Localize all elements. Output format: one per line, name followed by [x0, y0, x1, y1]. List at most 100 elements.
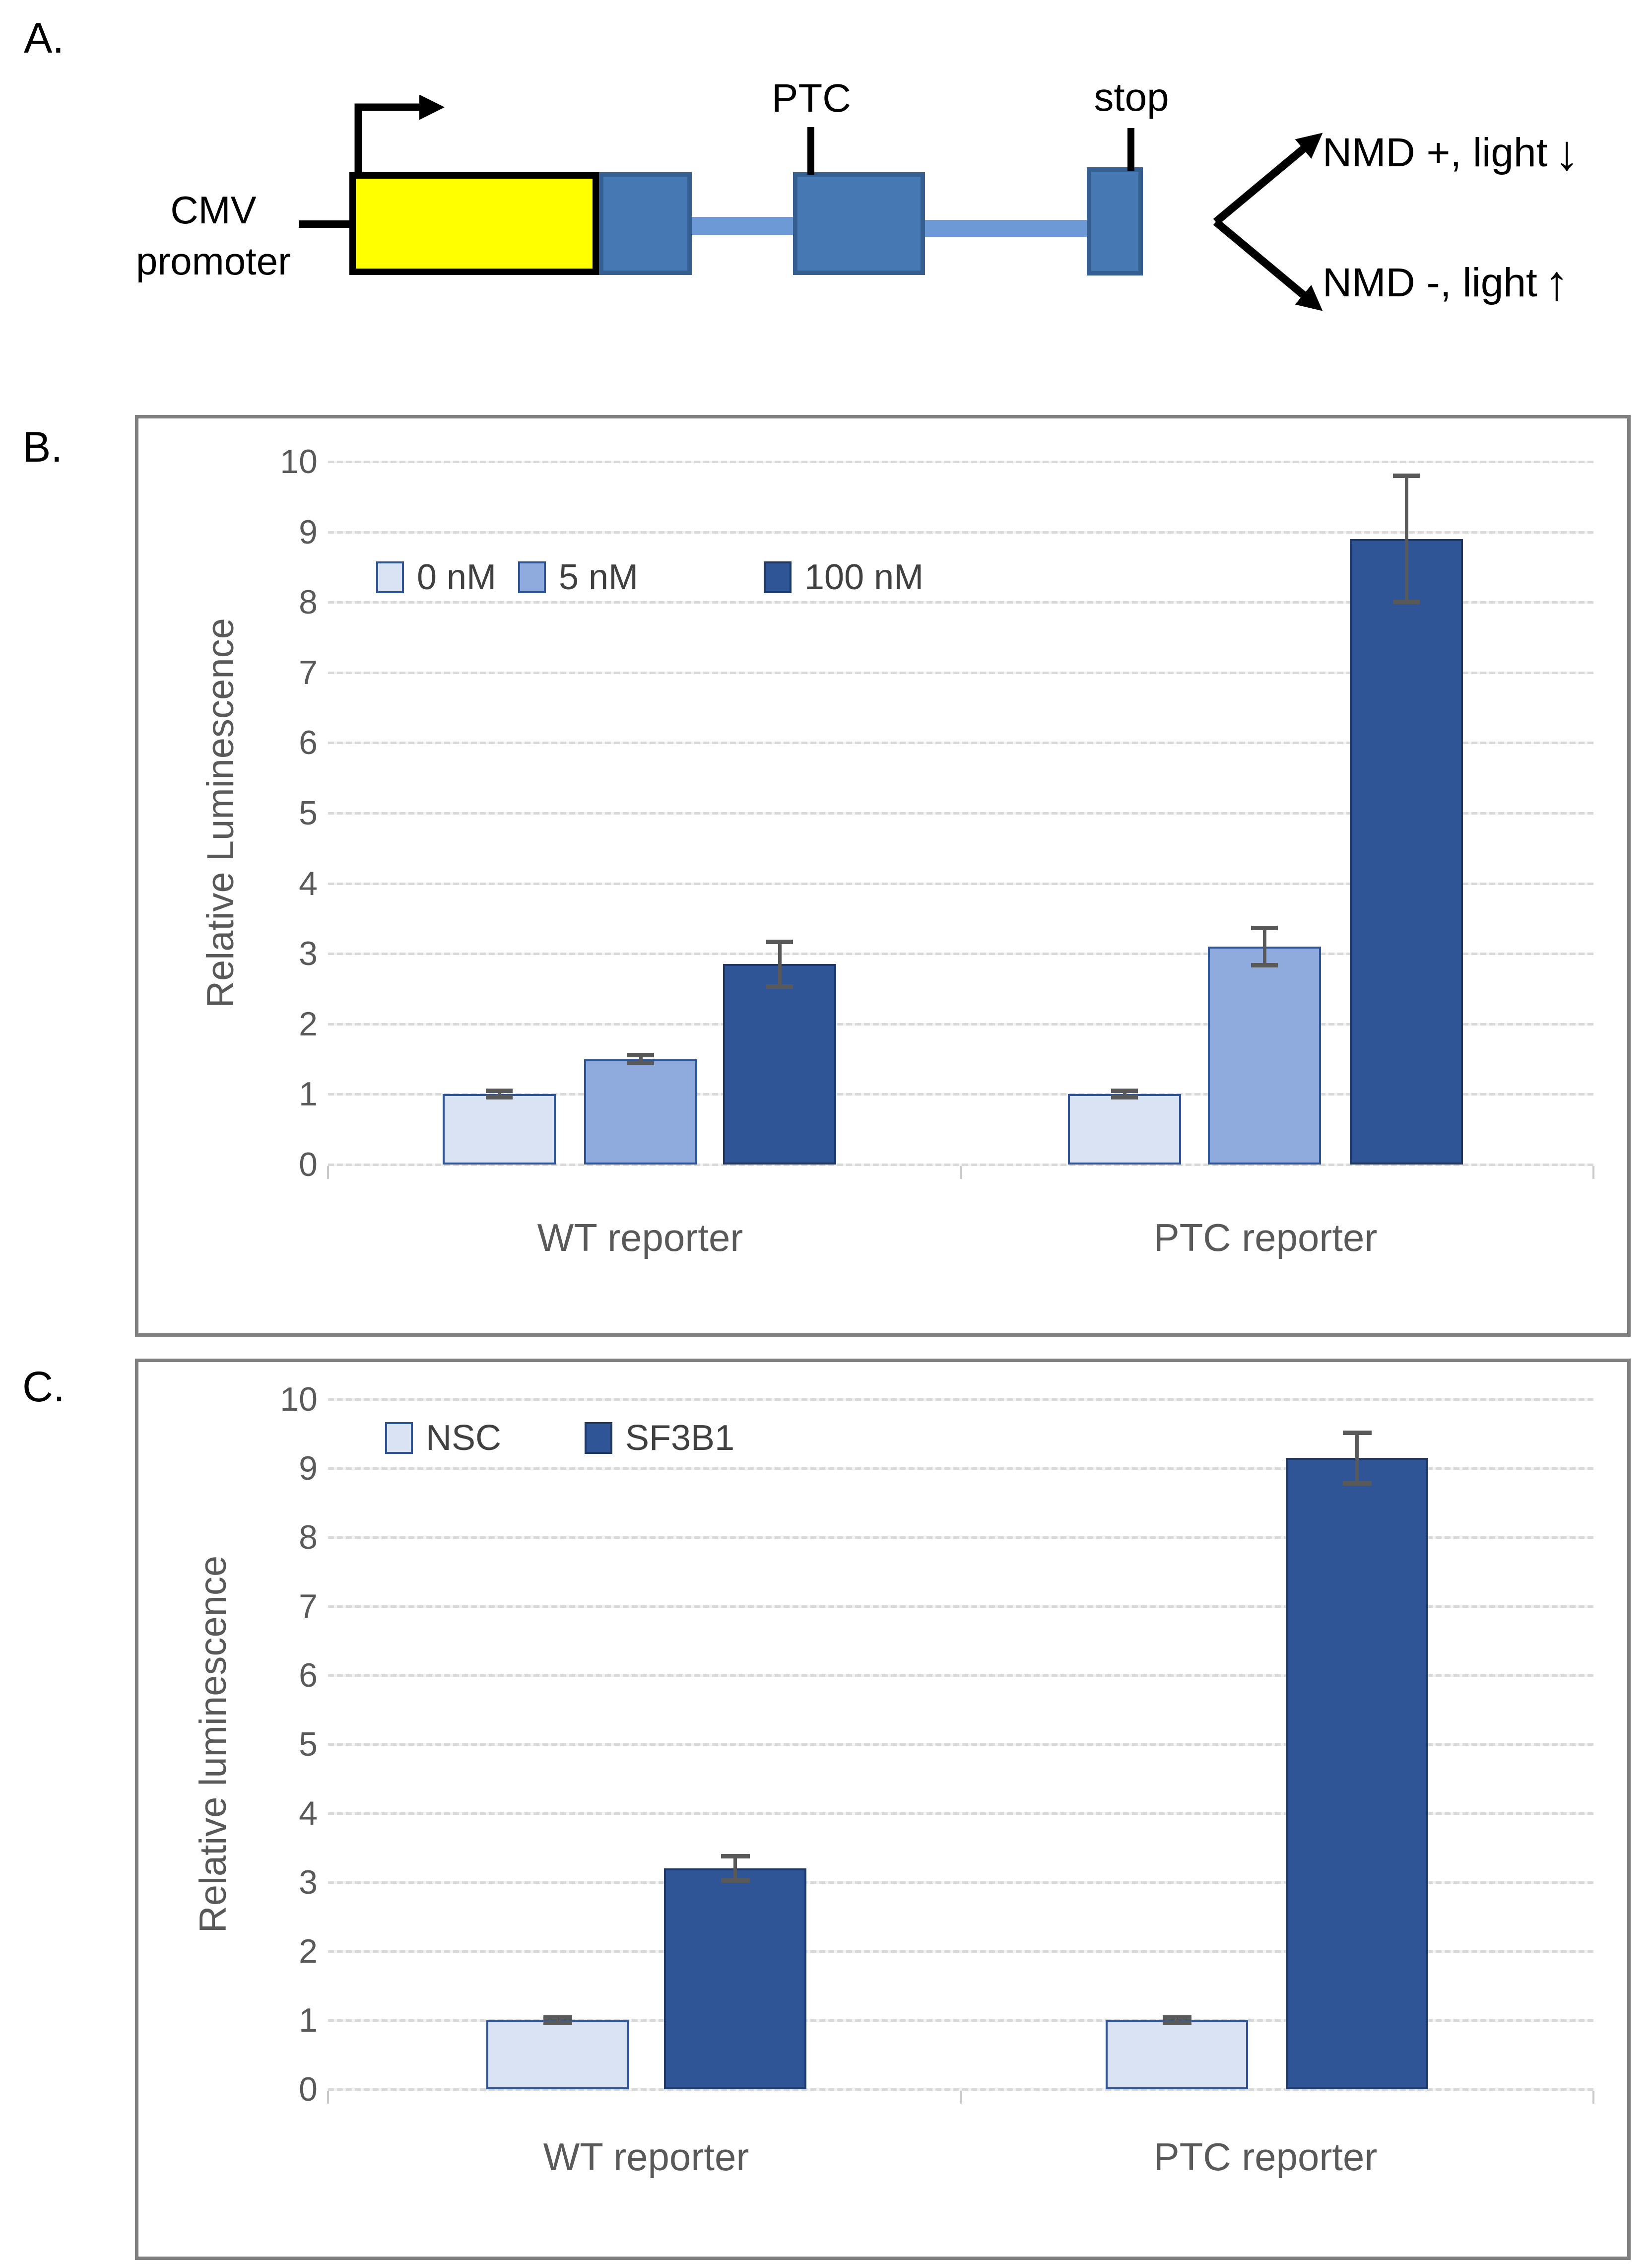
gridline-5: [328, 1743, 1593, 1746]
bar-0 nM-WT reporter: [443, 1094, 556, 1165]
y-tick-label-0: 0: [299, 2070, 318, 2108]
error-cap-bottom-5 nM-PTC reporter: [1251, 963, 1278, 968]
exon-box-1: [599, 172, 692, 275]
legend-label-0 nM: 0 nM: [417, 557, 497, 597]
panel-a-label: A.: [24, 14, 65, 62]
ptc-label: PTC: [772, 76, 851, 120]
x-axis-tick-2: [1592, 1166, 1594, 1179]
y-tick-label-5: 5: [299, 794, 318, 832]
error-bar-100 nM-PTC reporter: [1404, 476, 1408, 603]
error-bar-NSC-PTC reporter: [1175, 2017, 1179, 2023]
category-label-WT reporter: WT reporter: [537, 1216, 743, 1259]
panel-b-chart: 0 1 2 3 4 5 6 7 8 9 10 Relative Luminescence 0 nM 5 n…: [135, 415, 1631, 1337]
legend-item-SF3B1: SF3B1: [585, 1420, 734, 1456]
x-axis-tick-0: [327, 2091, 329, 2104]
y-tick-label-3: 3: [299, 935, 318, 973]
y-tick-label-2: 2: [299, 1005, 318, 1043]
error-bar-SF3B1-PTC reporter: [1355, 1432, 1359, 1484]
gridline-8: [328, 601, 1593, 604]
gridline-0: [328, 2088, 1593, 2091]
legend-item-NSC: NSC: [385, 1420, 501, 1456]
legend-swatch-100 nM: [764, 561, 792, 593]
gridline-6: [328, 742, 1593, 745]
error-bar-100 nM-WT reporter: [778, 942, 782, 987]
gridline-3: [328, 1881, 1593, 1884]
down-arrow-icon: ↓: [1554, 125, 1580, 181]
legend-label-5 nM: 5 nM: [559, 557, 639, 597]
error-cap-bottom-NSC-PTC reporter: [1162, 2020, 1191, 2025]
y-tick-label-6: 6: [299, 1656, 318, 1694]
gridline-10: [328, 1398, 1593, 1401]
error-cap-top-SF3B1-WT reporter: [721, 1854, 750, 1859]
error-cap-bottom-0 nM-WT reporter: [486, 1095, 513, 1100]
panel-c-chart: 0 1 2 3 4 5 6 7 8 9 10 Relative luminescence NSC SF3B…: [135, 1359, 1631, 2260]
legend-label-100 nM: 100 nM: [804, 557, 924, 597]
error-bar-5 nM-PTC reporter: [1262, 927, 1266, 966]
legend-item-0 nM: 0 nM: [376, 557, 497, 597]
error-cap-bottom-SF3B1-WT reporter: [721, 1878, 750, 1883]
error-cap-top-100 nM-PTC reporter: [1393, 474, 1420, 479]
intron-line-2: [925, 220, 1087, 237]
exon-box-2: [793, 172, 925, 275]
nmd-minus-text: NMD -, light: [1322, 260, 1537, 305]
gridline-0: [328, 1164, 1593, 1166]
panel-a-diagram: CMV promoter PTC stop: [0, 0, 1652, 407]
bar-SF3B1-WT reporter: [664, 1868, 806, 2089]
gridline-9: [328, 1467, 1593, 1470]
bar-5 nM-PTC reporter: [1208, 947, 1321, 1165]
y-tick-label-7: 7: [299, 1587, 318, 1625]
y-tick-label-0: 0: [299, 1146, 318, 1183]
error-cap-top-0 nM-WT reporter: [486, 1089, 513, 1094]
y-axis-title: Relative luminescence: [192, 1555, 234, 1933]
nmd-minus-outcome: NMD -, light ↑: [1322, 258, 1569, 308]
cmv-promoter-label: CMV promoter: [135, 188, 291, 283]
bar-0 nM-PTC reporter: [1068, 1094, 1181, 1165]
gridline-5: [328, 812, 1593, 815]
error-cap-top-NSC-PTC reporter: [1162, 2015, 1191, 2020]
legend-swatch-0 nM: [376, 561, 404, 593]
gridline-1: [328, 2019, 1593, 2022]
y-tick-label-10: 10: [280, 443, 318, 480]
error-bar-SF3B1-WT reporter: [733, 1856, 737, 1881]
ptc-tick-line: [807, 127, 814, 175]
transcription-start-arrow-icon: [354, 95, 445, 181]
y-tick-label-2: 2: [299, 1932, 318, 1970]
stop-label: stop: [1094, 75, 1169, 119]
nmd-plus-outcome: NMD +, light ↓: [1322, 128, 1579, 178]
category-label-WT reporter: WT reporter: [543, 2135, 749, 2179]
gridline-3: [328, 953, 1593, 956]
category-label-PTC reporter: PTC reporter: [1153, 2135, 1378, 2179]
error-cap-bottom-SF3B1-PTC reporter: [1342, 1481, 1372, 1486]
legend-swatch-NSC: [385, 1422, 413, 1454]
exon-box-3: [1087, 167, 1143, 275]
y-tick-label-10: 10: [280, 1380, 318, 1418]
legend-swatch-SF3B1: [585, 1422, 612, 1454]
bar-NSC-WT reporter: [486, 2020, 629, 2089]
y-axis-title: Relative Luminescence: [199, 618, 242, 1008]
error-cap-bottom-5 nM-WT reporter: [627, 1061, 654, 1066]
error-cap-top-100 nM-WT reporter: [766, 940, 793, 945]
panel-b-label: B.: [22, 423, 63, 471]
error-cap-top-5 nM-PTC reporter: [1251, 925, 1278, 930]
x-axis-tick-0: [327, 1166, 329, 1179]
error-cap-top-SF3B1-PTC reporter: [1342, 1430, 1372, 1435]
error-cap-bottom-100 nM-WT reporter: [766, 984, 793, 989]
error-bar-0 nM-WT reporter: [497, 1091, 501, 1098]
error-cap-bottom-100 nM-PTC reporter: [1393, 600, 1420, 605]
y-tick-label-7: 7: [299, 653, 318, 691]
gridline-7: [328, 671, 1593, 674]
error-cap-top-5 nM-WT reporter: [627, 1053, 654, 1058]
error-bar-0 nM-PTC reporter: [1123, 1091, 1126, 1098]
stop-tick-line: [1127, 128, 1134, 171]
y-tick-label-9: 9: [299, 513, 318, 551]
category-label-PTC reporter: PTC reporter: [1153, 1216, 1378, 1259]
error-bar-5 nM-WT reporter: [639, 1055, 643, 1064]
x-axis-tick-1: [960, 2091, 962, 2104]
gridline-7: [328, 1605, 1593, 1608]
y-tick-label-8: 8: [299, 583, 318, 621]
gridline-2: [328, 1950, 1593, 1953]
nmd-plus-text: NMD +, light: [1322, 130, 1548, 175]
y-tick-label-9: 9: [299, 1449, 318, 1487]
gridline-9: [328, 531, 1593, 534]
